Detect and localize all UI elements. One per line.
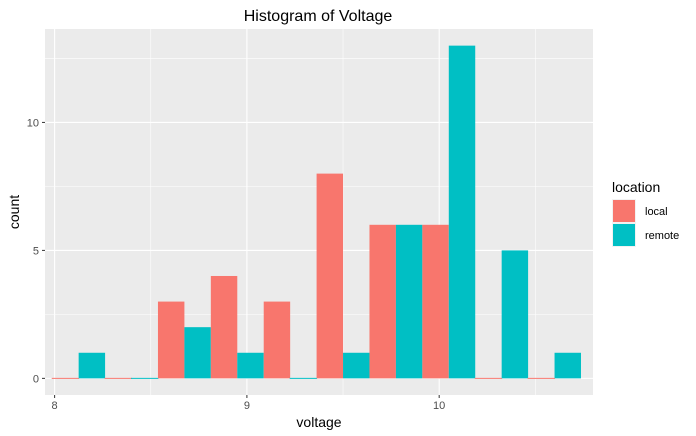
x-tick-label: 10	[433, 400, 445, 412]
legend-title: location	[612, 179, 660, 195]
legend-label-local: local	[645, 206, 668, 218]
bar-remote-6	[395, 224, 423, 379]
bar-local-6	[369, 224, 396, 379]
chart-title: Histogram of Voltage	[244, 8, 393, 25]
x-tick-label: 8	[52, 400, 58, 412]
legend-label-remote: remote	[645, 230, 679, 242]
bars	[51, 45, 581, 379]
bar-remote-3	[237, 352, 264, 379]
bar-local-2	[157, 301, 185, 379]
bar-local-5	[316, 173, 344, 379]
bar-local-4	[263, 301, 291, 379]
y-axis-title: count	[6, 195, 22, 229]
bar-remote-2	[184, 327, 211, 379]
y-tick-label: 10	[27, 117, 39, 129]
y-tick-label: 0	[33, 373, 39, 385]
bar-local-7	[422, 224, 449, 379]
y-tick-label: 5	[33, 245, 39, 257]
x-axis-title: voltage	[296, 414, 341, 430]
y-axis-ticks: 0 5 10	[27, 117, 45, 385]
legend-items: local remote	[612, 199, 679, 247]
bar-local-3	[210, 275, 238, 379]
bar-remote-7	[448, 45, 476, 379]
legend-swatch-local	[613, 200, 635, 222]
x-tick-label: 9	[244, 400, 250, 412]
x-axis-ticks: 8 9 10	[52, 395, 445, 412]
bar-remote-9	[554, 352, 581, 379]
bar-remote-8	[501, 250, 529, 379]
bar-remote-5	[343, 352, 370, 379]
bar-remote-0	[78, 352, 106, 379]
legend-swatch-remote	[613, 224, 635, 246]
legend: location local remote	[612, 179, 679, 247]
